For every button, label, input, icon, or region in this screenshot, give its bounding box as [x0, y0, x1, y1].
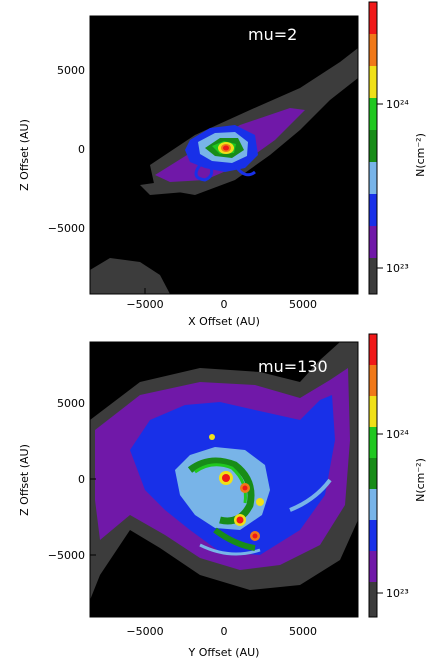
- colorbar-1-bin-orange: [369, 34, 377, 66]
- density-map-2: [90, 342, 358, 600]
- colorbar-2-bin-green: [369, 427, 377, 458]
- colorbar-1-bin-darkgreen: [369, 130, 377, 162]
- panel-label-1: mu=2: [248, 25, 297, 44]
- colorbar-2-bin-darkgreen: [369, 458, 377, 489]
- colorbar-2-label-1: 10²³: [386, 587, 409, 600]
- colorbar-2: 10²⁴ 10²³ N(cm⁻²): [368, 333, 427, 618]
- contour-grey-2: [90, 258, 170, 294]
- colorbar-1-bin-blue: [369, 194, 377, 226]
- contour-blue-loop-1: [194, 164, 214, 182]
- colorbar-1: 10²⁴ 10²³ N(cm⁻²): [368, 1, 427, 295]
- y-tick-2-2: −5000: [48, 549, 85, 562]
- x-tick-1-2: 5000: [289, 298, 317, 311]
- colorbar-1-bin-lightblue: [369, 162, 377, 194]
- x-tick-2-1: 0: [221, 625, 228, 638]
- contour-blue-loop-2: [233, 164, 256, 177]
- hotspot-red-3: [236, 516, 244, 524]
- x-tick-2-2: 5000: [289, 625, 317, 638]
- y-axis-label-1: Z Offset (AU): [18, 119, 31, 191]
- contour-darkgreen-2b: [213, 527, 256, 551]
- x-axis-label-1: X Offset (AU): [188, 315, 260, 328]
- ticks-1: [90, 69, 304, 294]
- colorbar-1-bin-green: [369, 98, 377, 130]
- density-map-1: [90, 48, 358, 294]
- y-tick-1-2: −5000: [48, 222, 85, 235]
- x-tick-1-0: −5000: [126, 298, 163, 311]
- panel-label-2: mu=130: [258, 357, 328, 376]
- colorbar-2-bin-blue: [369, 520, 377, 551]
- hotspot-red-4: [252, 533, 258, 539]
- panel-2: mu=130 −5000 0 5000 5000 0 −5000 Y Offse…: [18, 333, 427, 659]
- hotspot-yellow-3: [256, 498, 264, 506]
- ticks-2: [90, 402, 304, 617]
- colorbar-2-bin-red: [369, 334, 377, 365]
- contour-lightblue-arc: [289, 478, 332, 512]
- colorbar-2-bin-lightblue: [369, 489, 377, 520]
- colorbar-1-label-0: 10²⁴: [386, 98, 409, 111]
- colorbar-1-label-1: 10²³: [386, 262, 409, 275]
- colorbar-1-frame: [368, 1, 378, 295]
- colorbar-1-title: N(cm⁻²): [414, 133, 427, 177]
- colorbar-2-bin-purple: [369, 551, 377, 582]
- colorbar-2-frame: [368, 333, 378, 618]
- y-tick-1-0: 5000: [57, 64, 85, 77]
- hotspot-red-1: [222, 474, 230, 482]
- colorbar-1-bin-purple: [369, 226, 377, 258]
- y-tick-2-1: 0: [78, 473, 85, 486]
- colorbar-2-label-0: 10²⁴: [386, 428, 409, 441]
- colorbar-1-bin-grey: [369, 258, 377, 294]
- contour-lightblue-arc-2: [199, 543, 261, 556]
- contour-red-1: [223, 145, 229, 151]
- x-tick-1-1: 0: [221, 298, 228, 311]
- colorbar-2-bin-orange: [369, 365, 377, 396]
- colorbar-1-bin-yellow: [369, 66, 377, 98]
- hotspot-yellow-4: [209, 434, 215, 440]
- colorbar-2-bin-yellow: [369, 396, 377, 427]
- colorbar-2-bin-grey: [369, 582, 377, 617]
- contour-grey-3: [140, 180, 185, 195]
- x-axis-label-2: Y Offset (AU): [188, 646, 260, 659]
- colorbar-1-bin-red: [369, 2, 377, 34]
- y-axis-label-2: Z Offset (AU): [18, 444, 31, 516]
- colorbar-2-title: N(cm⁻²): [414, 458, 427, 502]
- hotspot-red-2: [242, 485, 248, 491]
- panel-1: mu=2 −5000 0 5000 5000 0 −5000 X Offset …: [18, 1, 427, 328]
- x-tick-2-0: −5000: [126, 625, 163, 638]
- y-tick-1-1: 0: [78, 143, 85, 156]
- y-tick-2-0: 5000: [57, 397, 85, 410]
